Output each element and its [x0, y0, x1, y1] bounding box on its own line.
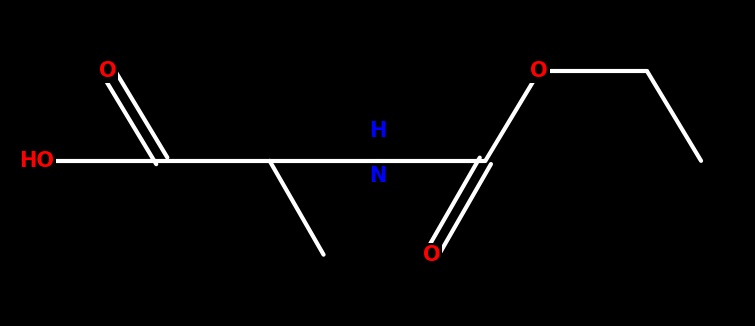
- Text: HO: HO: [19, 151, 54, 171]
- Text: O: O: [423, 245, 440, 265]
- Text: N: N: [368, 166, 387, 186]
- Text: O: O: [531, 61, 548, 81]
- Text: H: H: [368, 121, 387, 141]
- Text: O: O: [99, 61, 117, 81]
